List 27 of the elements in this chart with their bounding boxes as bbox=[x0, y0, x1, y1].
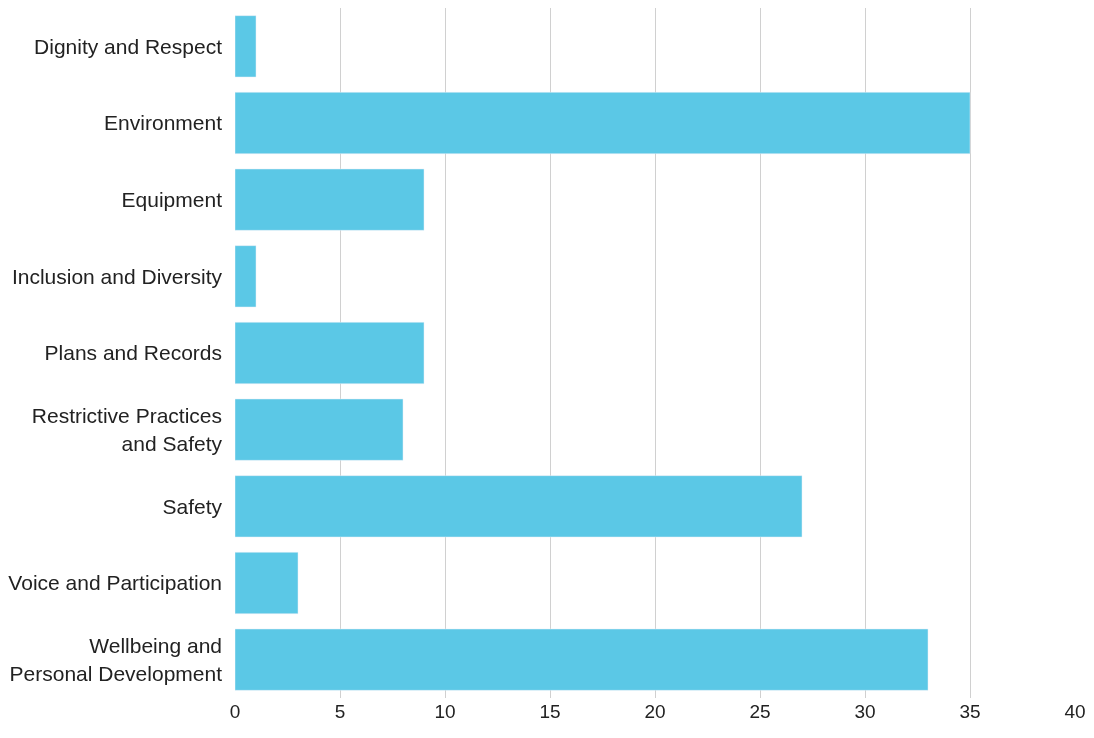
x-tick-label: 40 bbox=[1064, 701, 1086, 722]
bar bbox=[235, 168, 425, 231]
y-tick-label: Inclusion and Diversity bbox=[11, 264, 223, 288]
bar bbox=[235, 15, 257, 78]
x-tick-label: 35 bbox=[959, 701, 981, 722]
bar bbox=[235, 322, 425, 384]
x-tick-label: 20 bbox=[644, 701, 666, 722]
bar bbox=[235, 475, 803, 538]
bar bbox=[235, 245, 257, 308]
bar bbox=[235, 398, 404, 461]
y-tick-label: Plans and Records bbox=[44, 341, 222, 365]
bar bbox=[235, 628, 929, 691]
y-tick-label: Safety bbox=[162, 494, 223, 518]
y-tick-label: Equipment bbox=[121, 188, 223, 212]
y-tick-label: Voice and Participation bbox=[8, 571, 222, 595]
y-tick-label: Dignity and Respect bbox=[34, 34, 223, 58]
x-tick-label: 0 bbox=[229, 701, 241, 722]
bar bbox=[235, 552, 299, 614]
x-tick-label: 15 bbox=[539, 701, 561, 722]
y-tick-label: Restrictive Practices and Safety bbox=[31, 404, 223, 455]
x-tick-label: 25 bbox=[749, 701, 771, 722]
x-tick-label: 5 bbox=[334, 701, 346, 722]
x-tick-label: 10 bbox=[434, 701, 456, 722]
x-tick-label: 30 bbox=[854, 701, 876, 722]
bar bbox=[235, 92, 971, 154]
y-tick-label: Environment bbox=[104, 111, 223, 135]
y-tick-label: Wellbeing and Personal Development bbox=[9, 634, 223, 685]
